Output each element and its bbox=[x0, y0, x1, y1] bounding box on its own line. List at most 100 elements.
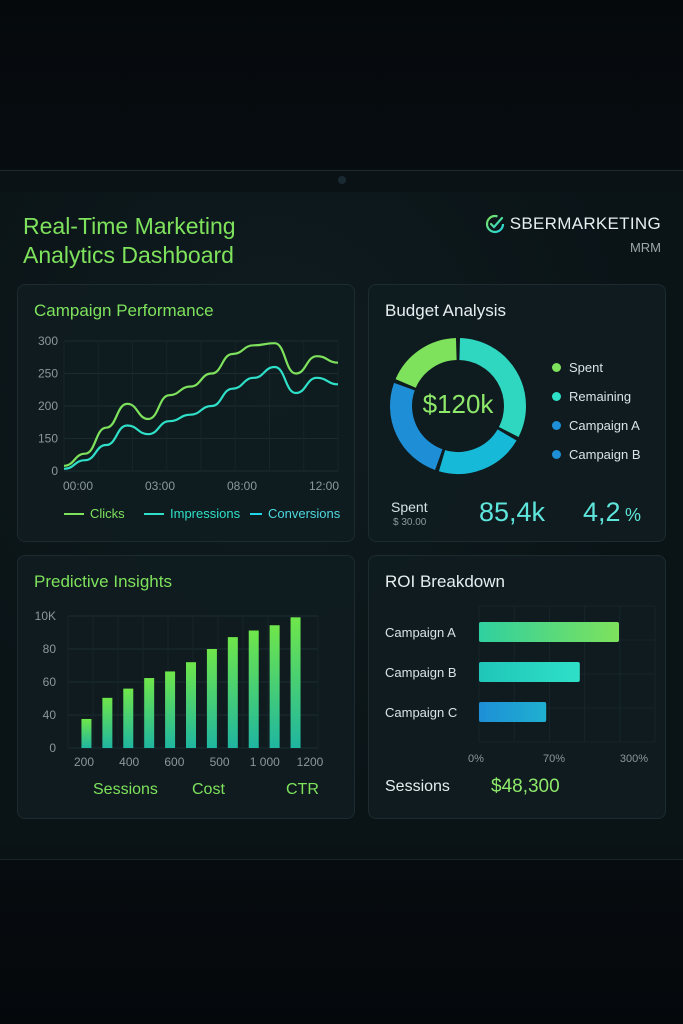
donut-slice-campaign-b bbox=[395, 338, 458, 389]
bar bbox=[227, 637, 238, 748]
roi-footer-label: Sessions bbox=[385, 778, 450, 795]
budget-legend-item[interactable]: Campaign B bbox=[552, 440, 641, 469]
title-line-2: Analytics Dashboard bbox=[23, 242, 234, 268]
legend-label: Campaign B bbox=[569, 447, 641, 462]
legend-label: Conversions bbox=[268, 506, 341, 521]
impressions-swatch bbox=[144, 512, 164, 515]
x-tick-label: 1 000 bbox=[250, 755, 280, 769]
series-line-clicks bbox=[63, 342, 339, 467]
donut-slice-remaining bbox=[438, 428, 517, 474]
donut-slice-campaign-a bbox=[390, 382, 443, 471]
y-tick-label: 250 bbox=[38, 367, 58, 381]
x-tick-label: 1200 bbox=[297, 755, 324, 769]
legend-ctr[interactable]: CTR bbox=[286, 781, 319, 798]
legend-dot bbox=[552, 363, 561, 372]
legend-label: Clicks bbox=[90, 506, 125, 521]
y-tick-label: 10K bbox=[35, 609, 56, 623]
x-tick-label: 300% bbox=[620, 753, 648, 765]
bar bbox=[144, 678, 155, 748]
budget-donut-chart[interactable] bbox=[383, 331, 533, 481]
x-tick-label: 0% bbox=[468, 753, 484, 765]
legend-cost[interactable]: Cost bbox=[192, 781, 225, 798]
legend-dot bbox=[552, 392, 561, 401]
y-tick-label: 60 bbox=[43, 675, 57, 689]
brand-name: SBERMARKETING bbox=[509, 214, 661, 233]
page-title: Real-Time Marketing Analytics Dashboard bbox=[23, 212, 236, 270]
x-tick-label: 03:00 bbox=[145, 479, 175, 493]
legend-label: Remaining bbox=[569, 389, 632, 404]
bar bbox=[269, 625, 280, 748]
y-tick-label: 0 bbox=[49, 741, 56, 755]
legend-label: Campaign A bbox=[569, 418, 640, 433]
brand-logo[interactable]: SBERMARKETING MRM bbox=[485, 214, 661, 255]
legend-item-conversions[interactable]: Conversions bbox=[250, 506, 340, 521]
series-line-impressions bbox=[63, 365, 339, 470]
bar bbox=[123, 688, 134, 748]
legend-label: Impressions bbox=[170, 506, 241, 521]
bar-campaign-c bbox=[479, 702, 547, 722]
budget-legend-item[interactable]: Campaign A bbox=[552, 411, 641, 440]
conversions-swatch bbox=[250, 512, 262, 515]
legend-dot bbox=[552, 421, 561, 430]
bar-label: Campaign C bbox=[385, 705, 457, 720]
x-tick-label: 70% bbox=[543, 753, 565, 765]
budget-legend-item[interactable]: Remaining bbox=[552, 382, 641, 411]
bar bbox=[102, 697, 113, 748]
legend-item-clicks[interactable]: Clicks bbox=[64, 506, 125, 521]
card-title: Budget Analysis bbox=[385, 301, 506, 320]
y-tick-label: 150 bbox=[38, 432, 58, 446]
bar bbox=[186, 662, 196, 748]
bar-label: Campaign A bbox=[385, 625, 456, 640]
x-tick-label: 200 bbox=[74, 755, 94, 769]
budget-legend-item[interactable]: Spent bbox=[552, 353, 641, 382]
campaign-performance-card[interactable]: Campaign Performance 300 250 200 150 0 00:00… bbox=[17, 284, 355, 542]
x-tick-label: 500 bbox=[210, 755, 230, 769]
roi-breakdown-card[interactable]: ROI Breakdown Campaign A Campaign B Campai… bbox=[368, 555, 666, 819]
y-tick-label: 80 bbox=[43, 642, 57, 656]
x-tick-label: 08:00 bbox=[227, 479, 257, 493]
bar bbox=[165, 671, 176, 748]
card-title: Campaign Performance bbox=[34, 301, 214, 320]
y-tick-label: 300 bbox=[38, 334, 58, 348]
bar bbox=[248, 630, 259, 748]
y-tick-label: 40 bbox=[43, 708, 57, 722]
bar bbox=[81, 718, 92, 748]
title-line-1: Real-Time Marketing bbox=[23, 213, 236, 239]
x-tick-label: 00:00 bbox=[63, 479, 93, 493]
budget-analysis-card[interactable]: Budget Analysis $120k Spent Remaining Camp… bbox=[368, 284, 666, 542]
stat-value: 85,4k bbox=[479, 497, 546, 527]
clicks-swatch bbox=[64, 512, 84, 515]
stat-percent: 4,2 % bbox=[583, 497, 641, 528]
card-title: Predictive Insights bbox=[34, 572, 172, 591]
webcam bbox=[338, 176, 346, 184]
x-tick-label: 12:00 bbox=[309, 479, 339, 493]
legend-item-impressions[interactable]: Impressions bbox=[144, 506, 240, 521]
budget-total: $120k bbox=[422, 389, 494, 419]
stat-percent-value: 4,2 bbox=[583, 497, 621, 527]
campaign-line-chart[interactable]: 300 250 200 150 0 00:00 03:00 08:00 12:00 bbox=[18, 285, 354, 541]
check-circle-icon bbox=[485, 214, 504, 234]
brand-subtitle: MRM bbox=[629, 240, 661, 255]
stat-percent-unit: % bbox=[625, 505, 642, 525]
stat-label: Spent bbox=[391, 499, 428, 515]
card-title: ROI Breakdown bbox=[385, 572, 505, 591]
budget-legend: Spent Remaining Campaign A Campaign B bbox=[552, 353, 641, 469]
legend-dot bbox=[552, 450, 561, 459]
y-tick-label: 0 bbox=[51, 464, 58, 478]
bar bbox=[290, 617, 301, 748]
stat-sub: $ 30.00 bbox=[393, 517, 427, 528]
y-tick-label: 200 bbox=[38, 399, 58, 413]
predictive-insights-card[interactable]: Predictive Insights 10K 80 60 40 0 200 400 600 5… bbox=[17, 555, 355, 819]
x-tick-label: 600 bbox=[164, 755, 184, 769]
roi-footer-value: $48,300 bbox=[491, 776, 560, 797]
roi-hbar-chart[interactable]: Campaign A Campaign B Campaign C 0% 70% 300% bbox=[369, 596, 665, 776]
legend-sessions[interactable]: Sessions bbox=[93, 781, 158, 798]
legend-label: Spent bbox=[569, 360, 603, 375]
bar bbox=[206, 649, 217, 748]
bar-campaign-a bbox=[479, 622, 619, 642]
bar-label: Campaign B bbox=[385, 665, 457, 680]
x-tick-label: 400 bbox=[119, 755, 139, 769]
bar-campaign-b bbox=[479, 662, 580, 682]
donut-slice-spent bbox=[458, 338, 526, 437]
